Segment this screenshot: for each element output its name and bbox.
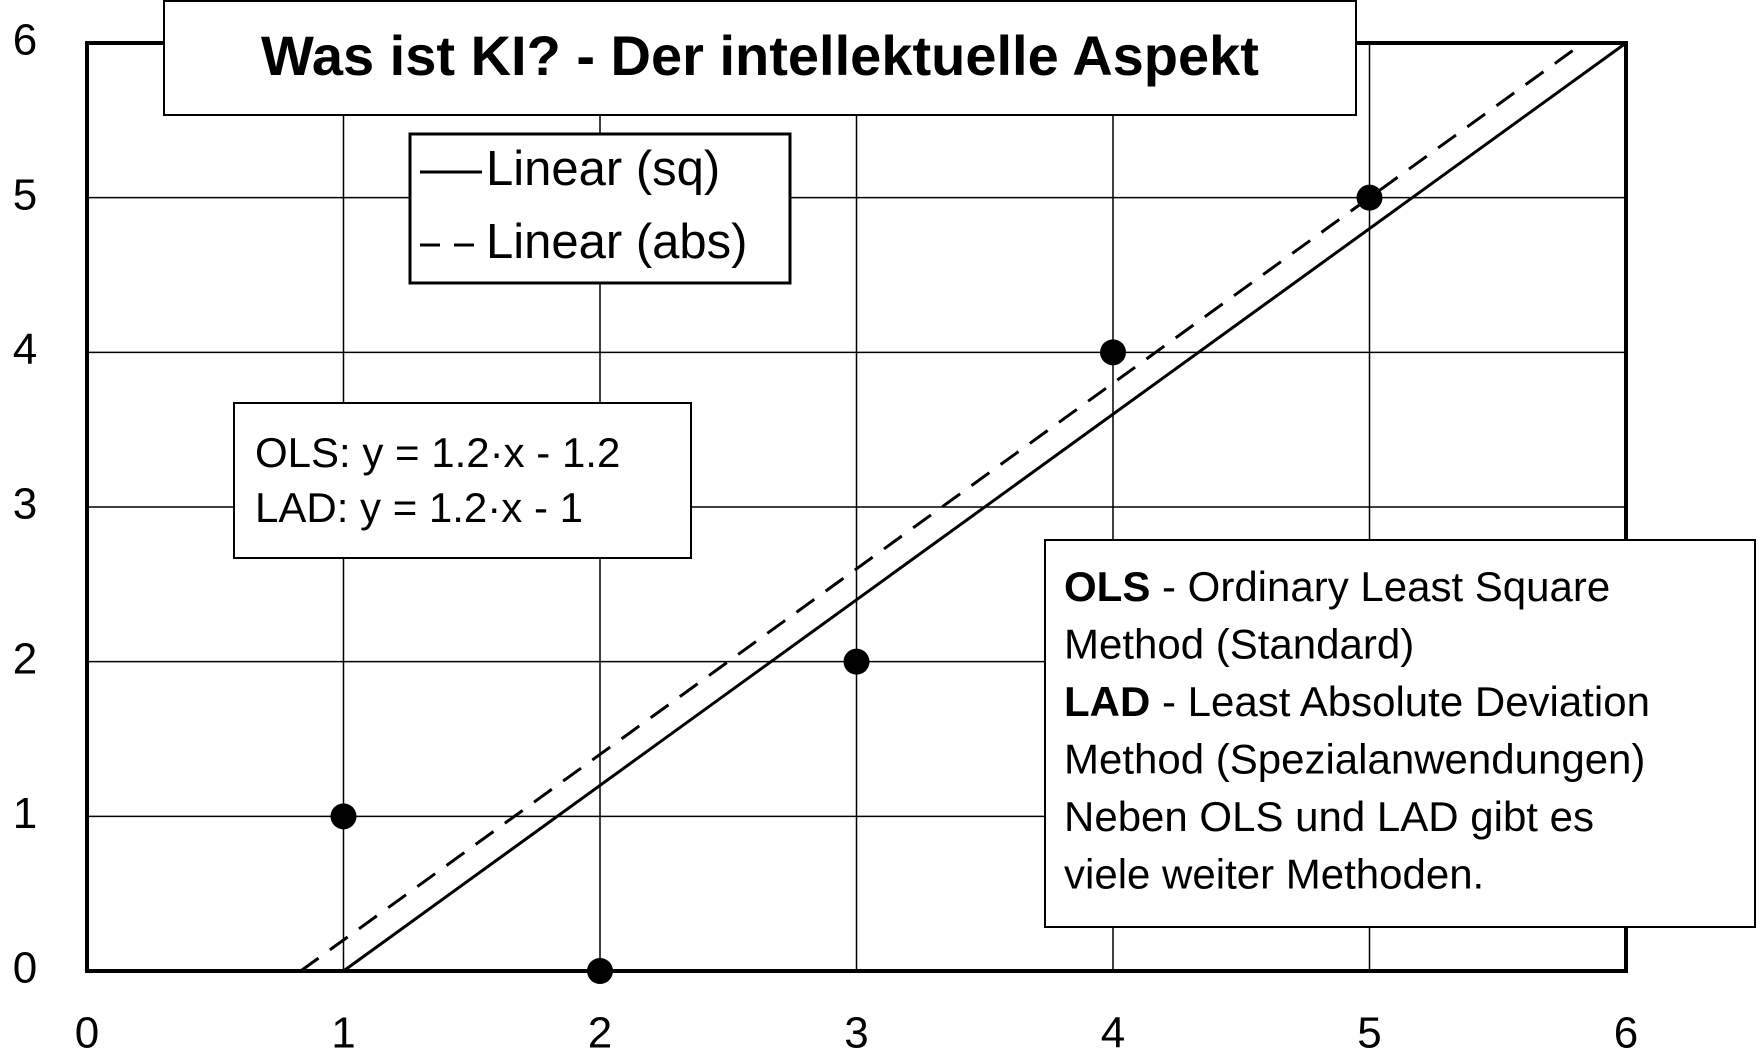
note-text: - Least Absolute Deviation (1150, 678, 1650, 725)
x-tick-label: 4 (1101, 1009, 1125, 1058)
note-text: - Ordinary Least Square (1150, 563, 1610, 610)
legend-label: Linear (abs) (486, 215, 747, 269)
y-tick-label: 6 (13, 16, 37, 65)
note-line: OLS - Ordinary Least Square (1064, 563, 1610, 610)
note-bold: LAD (1064, 678, 1150, 725)
y-tick-label: 5 (13, 170, 37, 219)
note-line: Neben OLS und LAD gibt es (1064, 793, 1594, 840)
note-text: Method (Standard) (1064, 621, 1414, 668)
x-tick-label: 2 (588, 1009, 612, 1058)
y-tick-label: 2 (13, 634, 37, 683)
fit-line (342, 41, 1627, 973)
note-line: LAD - Least Absolute Deviation (1064, 678, 1650, 725)
data-point (1356, 184, 1383, 211)
note-line: Method (Spezialanwendungen) (1064, 736, 1645, 783)
x-tick-label: 0 (75, 1009, 99, 1058)
y-tick-label: 3 (13, 480, 37, 529)
note-line: Method (Standard) (1064, 621, 1414, 668)
x-tick-label: 6 (1614, 1009, 1638, 1058)
equation: OLS: y = 1.2·x - 1.2 (255, 429, 620, 476)
equation: LAD: y = 1.2·x - 1 (255, 484, 583, 531)
y-tick-label: 1 (13, 789, 37, 838)
x-tick-label: 1 (331, 1009, 355, 1058)
y-tick-label: 0 (13, 944, 37, 993)
note-text: viele weiter Methoden. (1064, 851, 1484, 898)
data-point (330, 803, 357, 830)
data-point (843, 648, 870, 675)
note-bold: OLS (1064, 563, 1150, 610)
chart-title: Was ist KI? - Der intellektuelle Aspekt (261, 24, 1259, 87)
equation-box (233, 402, 692, 559)
x-tick-label: 3 (844, 1009, 868, 1058)
note-line: viele weiter Methoden. (1064, 851, 1484, 898)
note-text: Method (Spezialanwendungen) (1064, 736, 1645, 783)
fit-line (299, 41, 1585, 973)
title-box (163, 0, 1357, 116)
legend-box (408, 132, 792, 285)
notes-box (1044, 539, 1756, 928)
data-point (587, 958, 613, 984)
note-text: Neben OLS und LAD gibt es (1064, 793, 1594, 840)
x-tick-label: 5 (1357, 1009, 1381, 1058)
legend-label: Linear (sq) (486, 142, 720, 196)
y-tick-label: 4 (13, 325, 37, 374)
data-point (1100, 339, 1126, 366)
